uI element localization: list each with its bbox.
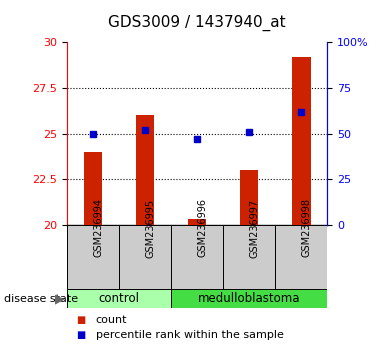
Bar [240,170,259,225]
Text: count: count [96,315,127,325]
Bar [84,152,102,225]
Bar [171,289,327,308]
Bar [275,225,327,289]
Text: disease state: disease state [4,294,78,304]
Text: GDS3009 / 1437940_at: GDS3009 / 1437940_at [108,15,286,31]
Bar [67,289,171,308]
Bar [136,115,154,225]
Text: percentile rank within the sample: percentile rank within the sample [96,330,284,339]
Bar [188,219,206,225]
Text: ■: ■ [77,330,86,339]
Bar [119,225,171,289]
Text: GSM236994: GSM236994 [93,199,103,257]
Text: ▶: ▶ [55,293,64,306]
Text: GSM236996: GSM236996 [197,199,207,257]
Bar [171,225,223,289]
Text: GSM236995: GSM236995 [145,198,155,258]
Bar [67,225,119,289]
Text: control: control [98,292,140,305]
Text: ■: ■ [77,315,86,325]
Bar [292,57,311,225]
Bar [223,225,275,289]
Text: GSM236998: GSM236998 [301,199,311,257]
Text: medulloblastoma: medulloblastoma [198,292,301,305]
Text: GSM236997: GSM236997 [249,198,259,258]
